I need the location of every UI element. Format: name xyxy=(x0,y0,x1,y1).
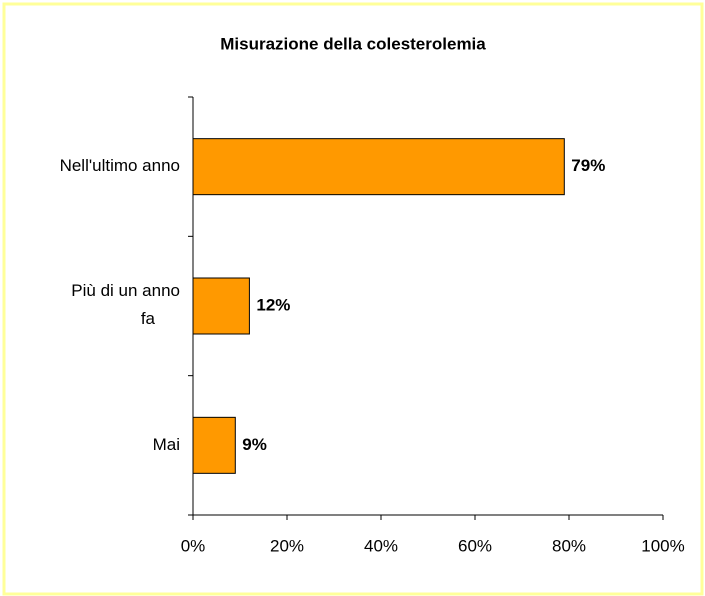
bar xyxy=(192,138,565,196)
x-tick-label: 60% xyxy=(458,536,492,555)
bar xyxy=(192,416,236,474)
value-label: 79% xyxy=(571,156,605,175)
x-tick-label: 0% xyxy=(181,536,206,555)
y-tick-label: Mai xyxy=(153,435,180,454)
x-tick-label: 80% xyxy=(552,536,586,555)
x-tick-label: 20% xyxy=(270,536,304,555)
x-tick-label: 40% xyxy=(364,536,398,555)
value-label: 9% xyxy=(242,435,267,454)
x-tick-label: 100% xyxy=(641,536,684,555)
bar xyxy=(192,277,250,335)
value-label: 12% xyxy=(256,295,290,314)
chart-title: Misurazione della colesterolemia xyxy=(220,34,486,53)
y-tick-label: Più di un anno fa xyxy=(71,281,180,328)
y-tick-label: Nell'ultimo anno xyxy=(60,156,180,175)
